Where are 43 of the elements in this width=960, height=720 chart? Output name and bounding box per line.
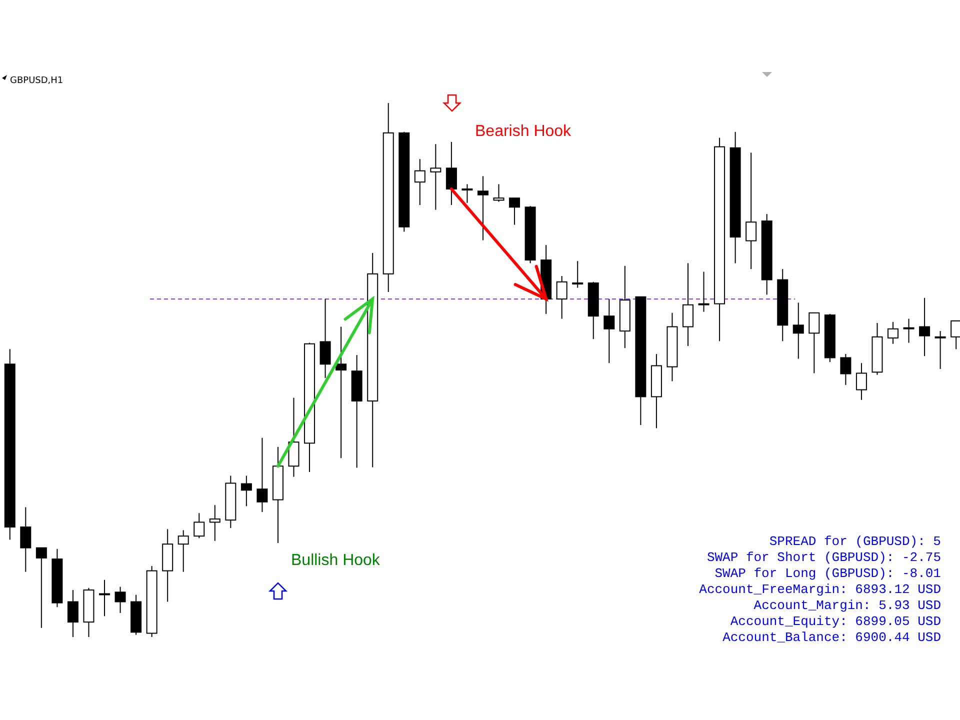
- annotation: Bearish Hook: [475, 123, 572, 140]
- annotation: SWAP for Long (GBPUSD): -8.01: [714, 566, 942, 581]
- annotation: Account_Margin: 5.93 USD: [754, 598, 942, 613]
- candlestick: [178, 530, 189, 572]
- candlestick: [36, 547, 47, 628]
- annotation: Account_Equity: 6899.05 USD: [730, 614, 942, 629]
- candlestick: [509, 198, 520, 226]
- candlestick: [99, 579, 110, 617]
- candlestick: [493, 184, 504, 202]
- candlestick: [792, 302, 804, 360]
- candlestick: [856, 362, 867, 400]
- chart-title: GBPUSD,H1: [10, 76, 64, 86]
- candlestick: [414, 158, 426, 206]
- annotation: SWAP for Short (GBPUSD): -2.75: [706, 550, 941, 565]
- candlestick: [462, 184, 473, 204]
- candlestick: [20, 506, 32, 572]
- candlestick: [682, 262, 694, 346]
- candlestick: [903, 318, 914, 344]
- candlestick: [477, 176, 488, 241]
- annotation: Account_FreeMargin: 6893.12 USD: [699, 582, 942, 597]
- candlestick: [67, 590, 78, 638]
- annotation: Bullish Hook: [291, 552, 381, 569]
- candlestick: [840, 353, 852, 386]
- candlestick: [888, 321, 899, 344]
- candlestick: [194, 512, 205, 539]
- candlestick: [446, 141, 457, 206]
- candlestick: [934, 330, 946, 370]
- candlestick: [430, 144, 442, 210]
- annotation: Account_Balance: 6900.44 USD: [722, 630, 942, 645]
- candlestick: [919, 297, 930, 357]
- candlestick: [320, 298, 331, 379]
- candlestick: [240, 475, 252, 507]
- candlestick: [556, 276, 568, 320]
- annotation: SPREAD for (GBPUSD): 5: [769, 534, 941, 549]
- candlestick: [572, 260, 584, 288]
- candlestick: [256, 437, 268, 513]
- candlestick: [336, 326, 347, 459]
- candlestick: [209, 504, 220, 542]
- candlestick: [698, 271, 710, 312]
- candlestick: [746, 152, 757, 270]
- candlestick: [114, 586, 126, 614]
- candlestick: [604, 298, 615, 364]
- candlestick: [808, 312, 820, 374]
